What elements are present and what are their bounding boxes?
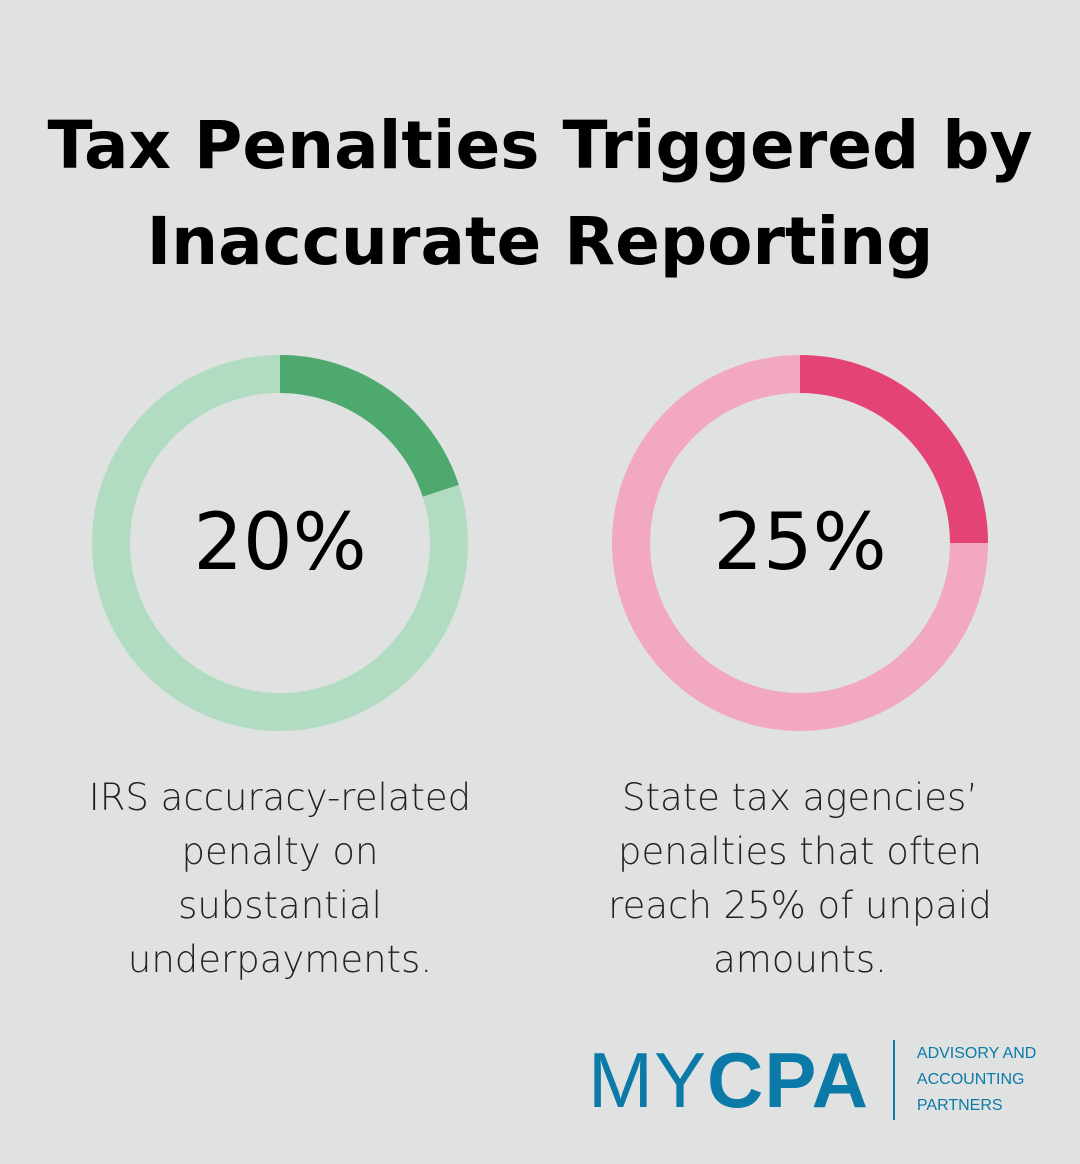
mycpa-logo: MYCPA ADVISORY AND ACCOUNTING PARTNERS [588,1040,1036,1120]
tagline-line-3: PARTNERS [916,1097,1003,1114]
donut-1-value-label: 20% [193,498,367,588]
title-line-2: Inaccurate Reporting [146,203,934,280]
logo-tagline: ADVISORY AND ACCOUNTING PARTNERS [917,1041,1036,1119]
logo-divider [892,1040,895,1120]
donut-1-caption: IRS accuracy-related penalty on substant… [88,776,472,981]
donut-2-caption: State tax agencies’ penalties that often… [608,776,992,981]
page-title: Tax Penalties Triggered by Inaccurate Re… [0,98,1080,290]
donut-1-arc [279,355,459,498]
title-line-1: Tax Penalties Triggered by [47,107,1033,184]
donut-2-arc [799,355,988,544]
donut-2-value-label: 25% [713,498,887,588]
logo-cpa: CPA [707,1036,869,1124]
tagline-line-1: ADVISORY AND [916,1045,1037,1062]
logo-my: MY [588,1036,707,1124]
tagline-line-2: ACCOUNTING [916,1071,1025,1088]
logo-wordmark: MYCPA [588,1040,869,1120]
